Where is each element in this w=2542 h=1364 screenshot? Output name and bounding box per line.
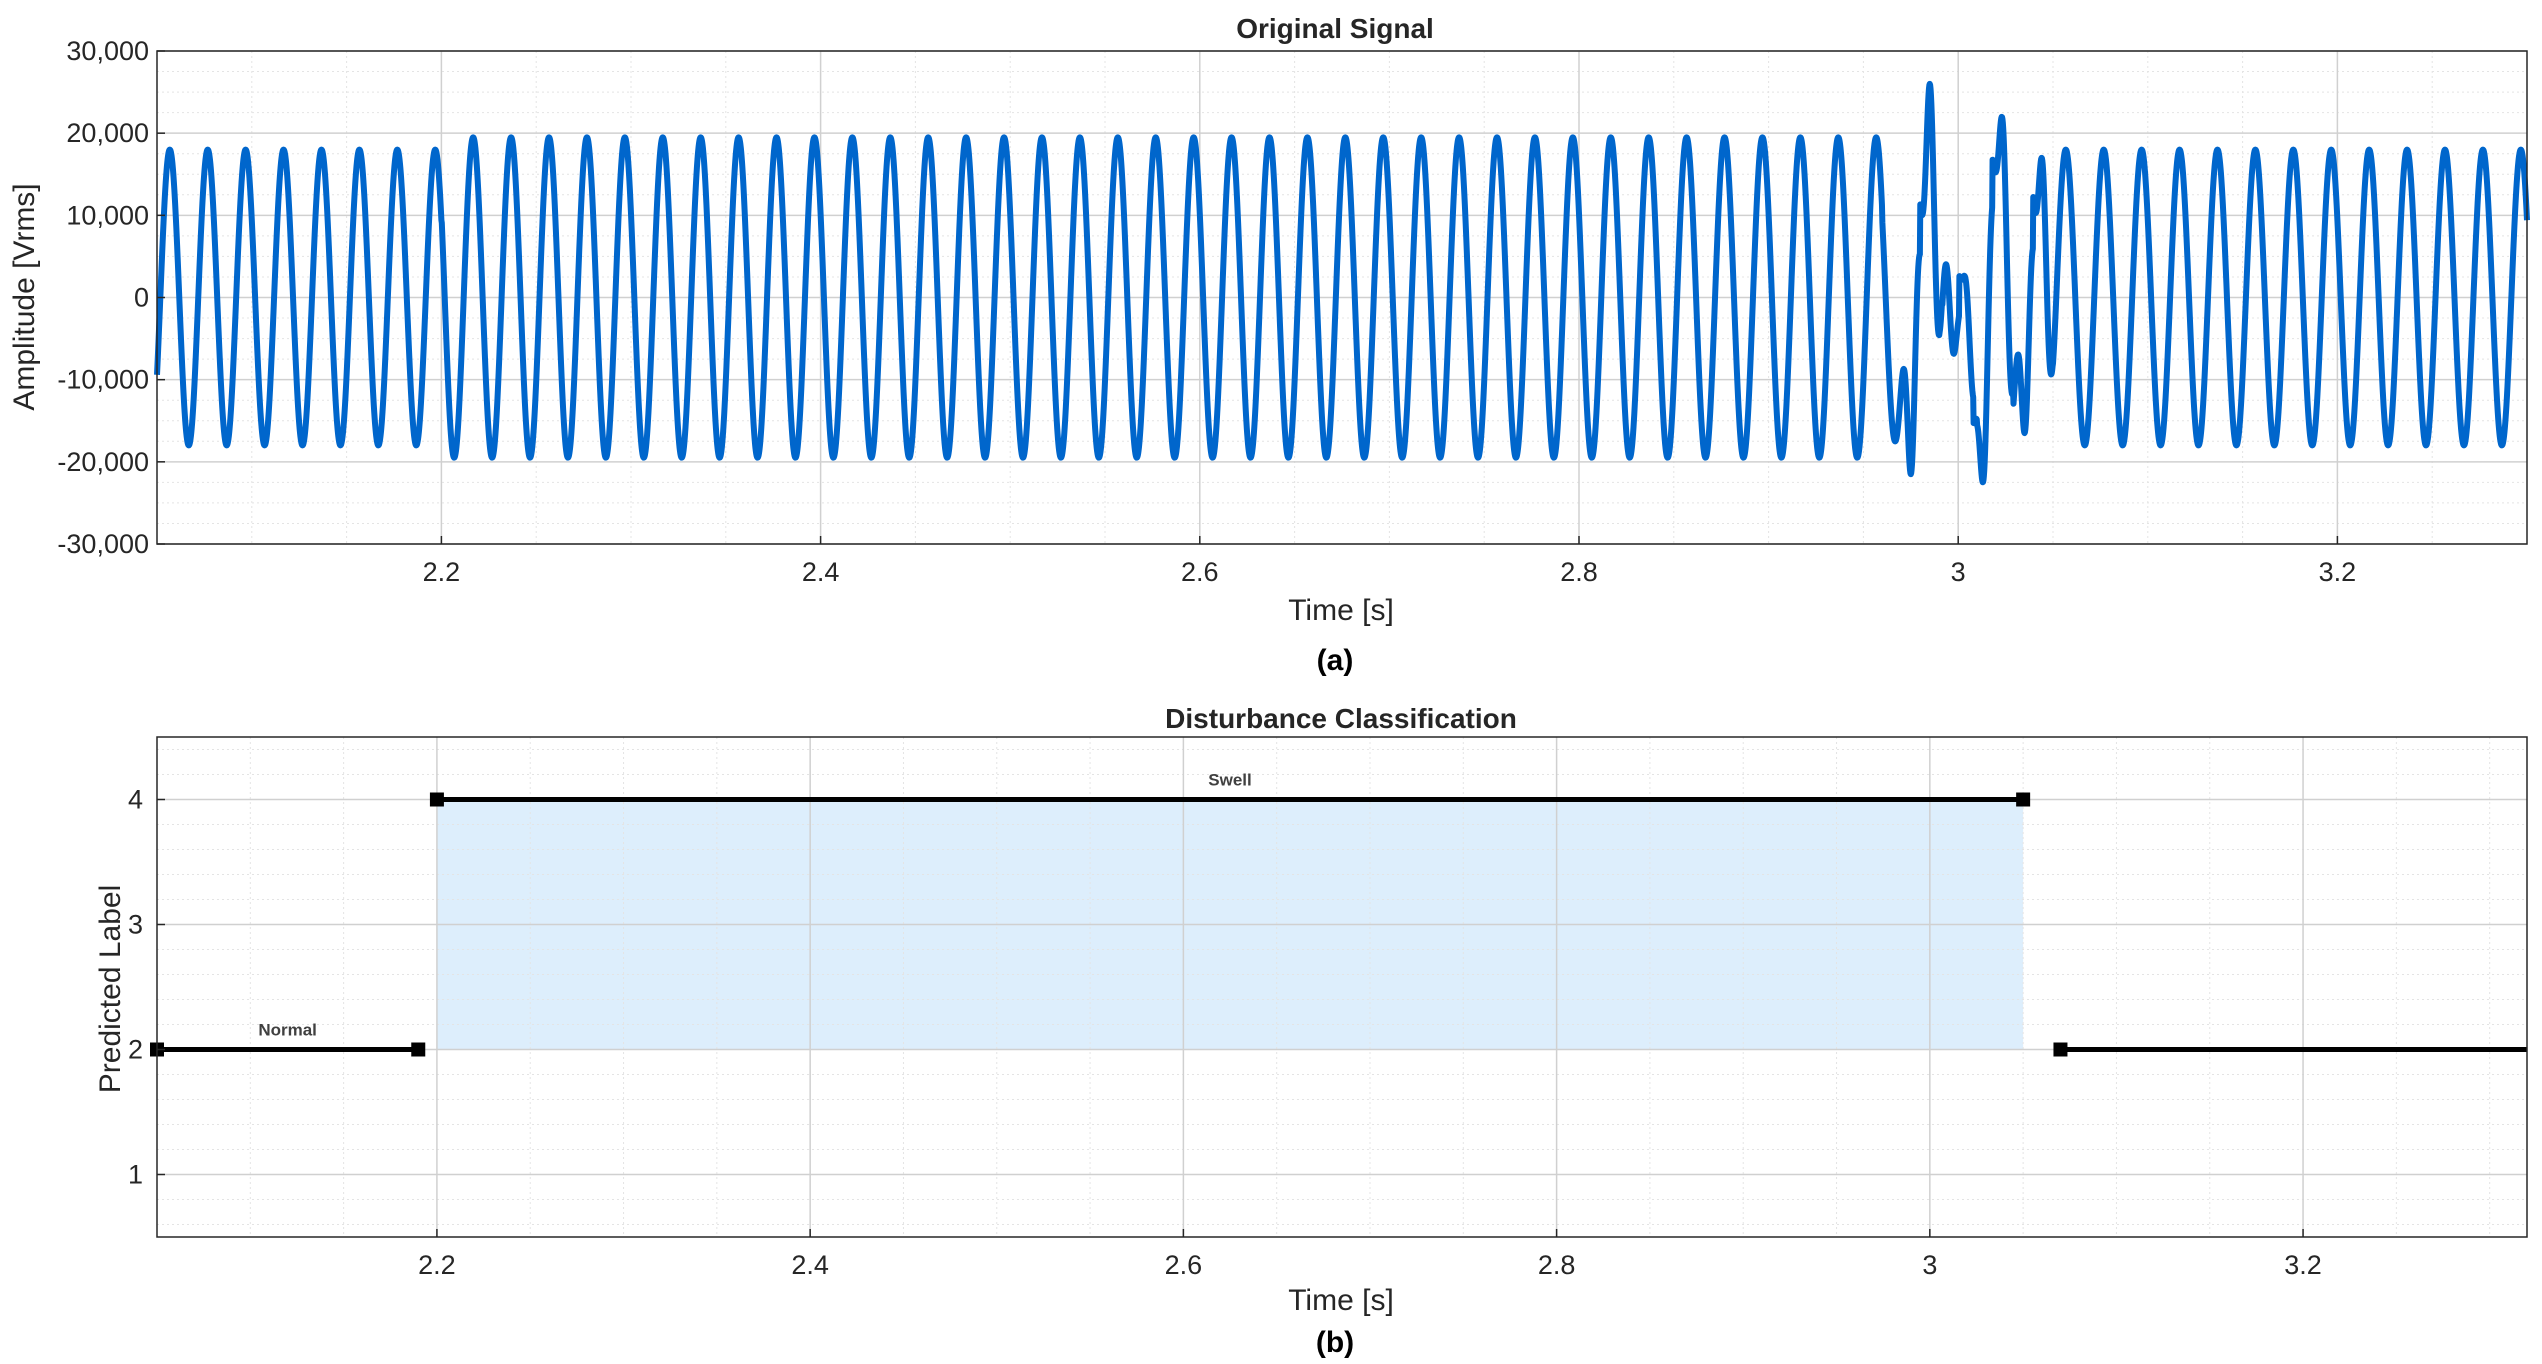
y-tick-label: 10,000 bbox=[66, 200, 149, 230]
segment-start-marker bbox=[429, 792, 444, 807]
x-tick-label: 2.8 bbox=[1560, 557, 1598, 587]
y-tick-label: 4 bbox=[128, 785, 143, 815]
y-tick-label: -20,000 bbox=[57, 447, 149, 477]
x-tick-label: 2.6 bbox=[1165, 1250, 1203, 1280]
y-tick-label: -10,000 bbox=[57, 365, 149, 395]
x-tick-label: 2.6 bbox=[1181, 557, 1219, 587]
panel-b-label: (b) bbox=[1316, 1326, 1354, 1359]
plot-b-y-axis-label: Predicted Label bbox=[94, 885, 127, 1093]
plot-b-y-ticks: 4 3 2 1 bbox=[128, 785, 165, 1190]
signal-line bbox=[154, 80, 2530, 486]
plot-a-x-axis-label: Time [s] bbox=[1288, 594, 1394, 627]
plot-a-x-ticks: 2.2 2.4 2.6 2.8 3 3.2 bbox=[423, 536, 2357, 587]
plot-a-y-axis-label: Amplitude [Vrms] bbox=[8, 183, 41, 410]
y-tick-label: 0 bbox=[134, 283, 149, 313]
y-tick-label: 3 bbox=[128, 910, 143, 940]
plot-b-axes-frame bbox=[156, 736, 2528, 1238]
y-tick-label: 20,000 bbox=[66, 118, 149, 148]
x-tick-label: 3 bbox=[1922, 1250, 1937, 1280]
segment-label: Normal bbox=[258, 1021, 317, 1040]
x-tick-label: 2.4 bbox=[802, 557, 840, 587]
segment-end-marker bbox=[2016, 792, 2031, 807]
segment-label: Swell bbox=[1208, 771, 1251, 790]
y-tick-label: -30,000 bbox=[57, 529, 149, 559]
x-tick-label: 3 bbox=[1951, 557, 1966, 587]
original-signal-plot: Original Signal 30,000 20,000 10,000 0 -10,0… bbox=[8, 13, 2530, 677]
x-tick-label: 3.2 bbox=[2319, 557, 2357, 587]
x-tick-label: 2.4 bbox=[791, 1250, 829, 1280]
x-tick-label: 3.2 bbox=[2284, 1250, 2322, 1280]
panel-a-label: (a) bbox=[1317, 644, 1354, 677]
disturbance-classification-plot: Disturbance Classification Normal Swell 4… bbox=[94, 703, 2528, 1359]
y-tick-label: 1 bbox=[128, 1160, 143, 1190]
classification-segment bbox=[2053, 1042, 2527, 1057]
plot-b-minor-grid bbox=[157, 737, 2527, 1237]
plot-b-x-ticks: 2.2 2.4 2.6 2.8 3 3.2 bbox=[418, 1229, 2322, 1280]
plot-a-title: Original Signal bbox=[1236, 13, 1434, 44]
x-tick-label: 2.2 bbox=[423, 557, 461, 587]
plot-b-title: Disturbance Classification bbox=[1165, 703, 1517, 734]
y-tick-label: 30,000 bbox=[66, 36, 149, 66]
x-tick-label: 2.8 bbox=[1538, 1250, 1576, 1280]
segment-end-marker bbox=[411, 1042, 426, 1057]
plot-b-x-axis-label: Time [s] bbox=[1288, 1284, 1394, 1317]
y-tick-label: 2 bbox=[128, 1035, 143, 1065]
x-tick-label: 2.2 bbox=[418, 1250, 456, 1280]
segment-start-marker bbox=[2053, 1042, 2068, 1057]
plot-a-y-ticks: 30,000 20,000 10,000 0 -10,000 -20,000 -30,000 bbox=[57, 36, 165, 559]
classification-segment: Swell bbox=[429, 771, 2031, 807]
